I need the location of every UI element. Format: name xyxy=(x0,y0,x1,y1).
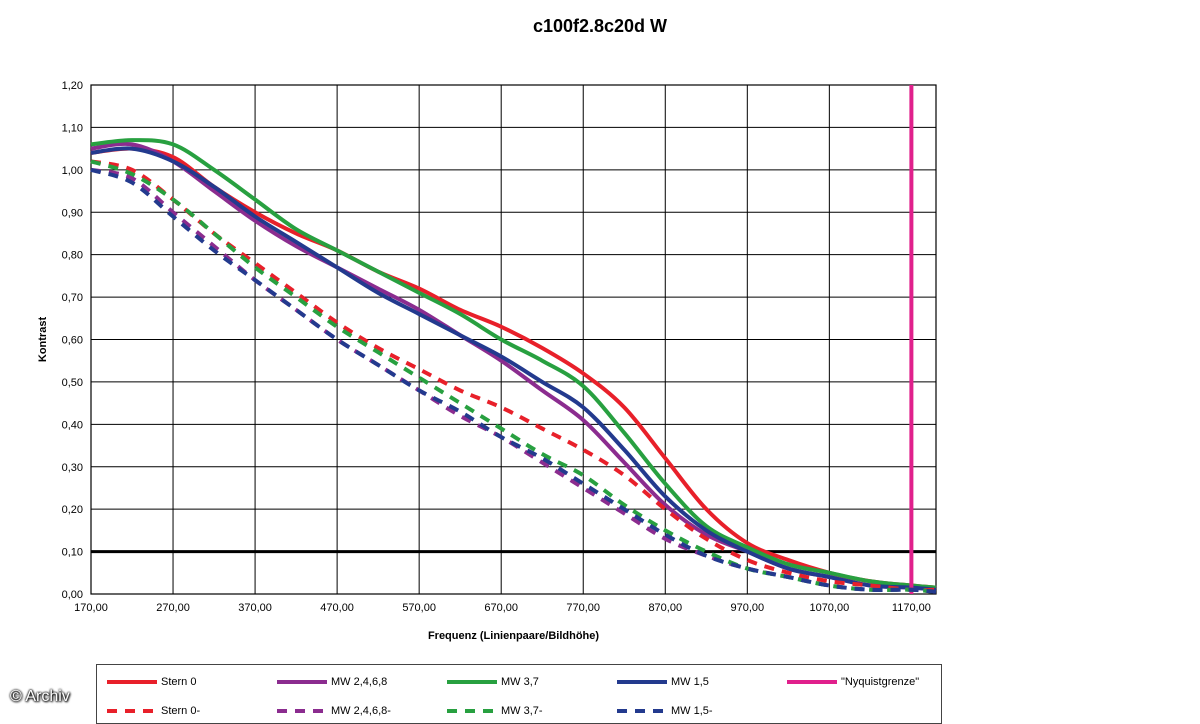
legend-item: MW 2,4,6,8- xyxy=(277,703,391,719)
y-tick-label: 0,60 xyxy=(62,335,83,347)
legend-label: Stern 0- xyxy=(161,705,201,717)
y-tick-label: 0,70 xyxy=(62,292,83,304)
y-tick-label: 0,30 xyxy=(62,462,83,474)
y-tick-label: 0,90 xyxy=(62,207,83,219)
y-tick-label: 1,10 xyxy=(62,122,83,134)
x-tick-label: 970,00 xyxy=(730,602,764,614)
legend-item: Stern 0- xyxy=(107,703,200,719)
x-tick-label: 170,00 xyxy=(74,602,108,614)
legend-label: "Nyquistgrenze" xyxy=(841,676,920,688)
legend: Stern 0 MW 2,4,6,8 MW 3,7 MW 1,5 "Nyquistgre… xyxy=(96,664,942,724)
x-tick-label: 370,00 xyxy=(238,602,272,614)
x-tick-label: 870,00 xyxy=(648,602,682,614)
y-tick-label: 1,20 xyxy=(62,80,83,92)
legend-label: MW 2,4,6,8- xyxy=(331,705,391,717)
y-tick-label: 0,20 xyxy=(62,504,83,516)
legend-item: MW 3,7- xyxy=(447,703,543,719)
series-mw-1-5-line xyxy=(90,167,937,594)
x-axis-label: Frequenz (Linienpaare/Bildhöhe) xyxy=(428,630,599,642)
legend-swatch xyxy=(277,680,327,684)
x-tick-label: 1070,00 xyxy=(809,602,849,614)
y-tick-label: 0,80 xyxy=(62,250,83,262)
y-axis-label: Kontrast xyxy=(37,317,49,363)
y-tick-label: 0,50 xyxy=(62,377,83,389)
legend-swatch xyxy=(447,709,497,713)
legend-swatch xyxy=(617,709,667,713)
series-mw-3-7-line xyxy=(90,138,937,590)
legend-label: Stern 0 xyxy=(161,676,197,688)
y-tick-label: 0,00 xyxy=(62,589,83,601)
series-mw-3-7-line xyxy=(90,159,937,594)
x-tick-label: 570,00 xyxy=(402,602,436,614)
legend-label: MW 3,7 xyxy=(501,676,539,688)
legend-item: Stern 0 xyxy=(107,674,196,690)
x-tick-label: 270,00 xyxy=(156,602,190,614)
series-mw-2-4-6-8-line xyxy=(90,167,937,594)
legend-swatch xyxy=(787,680,837,684)
legend-label: MW 1,5- xyxy=(671,705,713,717)
legend-item: "Nyquistgrenze" xyxy=(787,674,919,690)
series-stern-0-line xyxy=(90,159,937,593)
legend-swatch xyxy=(107,680,157,684)
legend-item: MW 2,4,6,8 xyxy=(277,674,387,690)
series-mw-1-5-line xyxy=(90,146,937,592)
chart-title: c100f2.8c20d W xyxy=(532,16,668,36)
legend-item: MW 1,5 xyxy=(617,674,709,690)
series-mw-2-4-6-8-line xyxy=(90,141,937,592)
legend-label: MW 3,7- xyxy=(501,705,543,717)
legend-swatch xyxy=(617,680,667,684)
x-tick-label: 1170,00 xyxy=(892,602,931,614)
x-tick-label: 470,00 xyxy=(320,602,354,614)
legend-swatch xyxy=(107,709,157,713)
legend-label: MW 2,4,6,8 xyxy=(331,676,388,688)
line-chart: 170,00 270,00 370,00 470,00 570,00 670,00 770,… xyxy=(37,80,937,642)
y-tick-label: 0,10 xyxy=(62,547,83,559)
x-tick-label: 770,00 xyxy=(566,602,600,614)
y-tick-label: 1,00 xyxy=(62,165,83,177)
legend-swatch xyxy=(447,680,497,684)
x-tick-label: 670,00 xyxy=(484,602,518,614)
legend-swatch xyxy=(277,709,327,713)
y-tick-label: 0,40 xyxy=(62,419,83,431)
plot-area-frame xyxy=(90,84,937,595)
legend-item: MW 3,7 xyxy=(447,674,539,690)
legend-label: MW 1,5 xyxy=(671,676,709,688)
copyright-watermark: © Archiv xyxy=(10,688,70,705)
legend-item: MW 1,5- xyxy=(617,703,713,719)
